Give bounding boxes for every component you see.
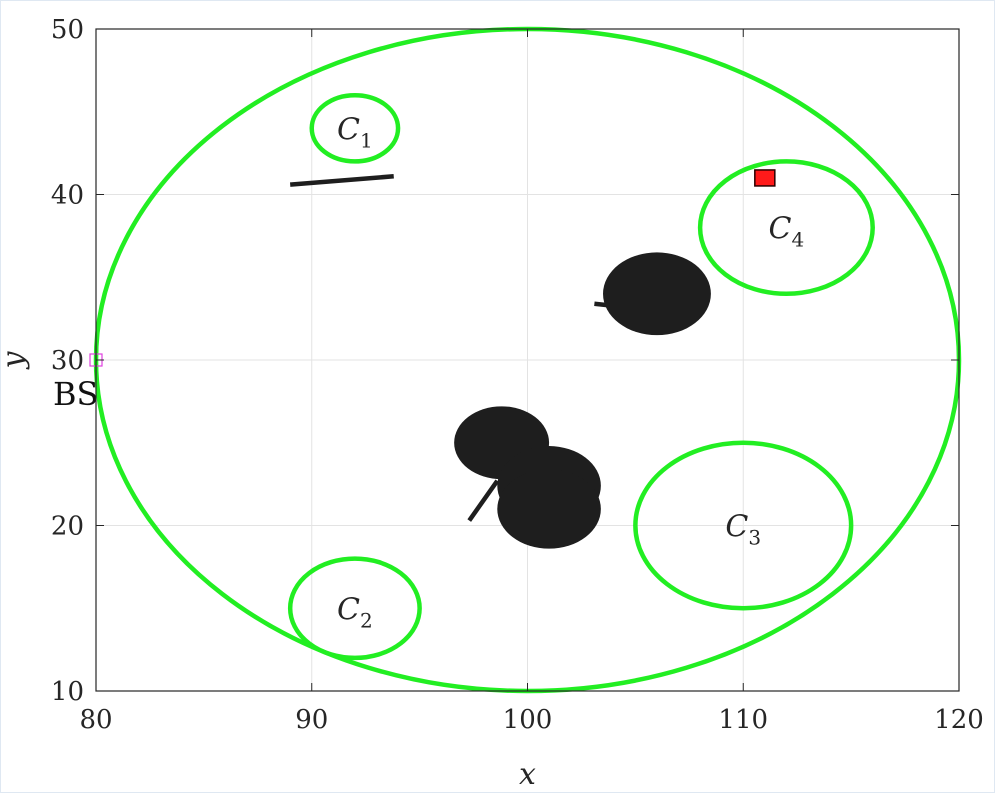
target-marker [754, 169, 776, 187]
cluster-circle [697, 159, 875, 297]
x-tick-label: 110 [718, 705, 768, 735]
cluster-label: C2 [337, 592, 373, 632]
cluster-label-letter: C [769, 212, 792, 247]
cluster-label-subscript: 4 [792, 228, 805, 252]
cluster-label-subscript: 3 [748, 526, 761, 550]
cluster-label: C1 [337, 112, 373, 152]
y-axis-label: y [1, 350, 31, 370]
x-tick-label: 80 [79, 705, 112, 735]
y-tick-label: 30 [51, 346, 84, 376]
cluster-circle [309, 92, 401, 164]
cluster-circle [287, 556, 422, 661]
x-axis-label: x [519, 757, 536, 792]
x-tick-label: 90 [295, 705, 328, 735]
y-tick-label: 10 [51, 677, 84, 707]
cluster-label-subscript: 2 [360, 608, 373, 632]
obstacle [497, 469, 601, 549]
x-tick-label: 100 [503, 705, 553, 735]
y-tick-label: 40 [51, 181, 84, 211]
bs-label: BS [53, 375, 98, 413]
obstacle [603, 252, 711, 336]
wall-segment [594, 301, 610, 308]
cluster-label: C4 [769, 212, 805, 252]
y-tick-label: 50 [51, 15, 84, 45]
x-tick-label: 120 [934, 705, 984, 735]
cluster-label: C3 [725, 510, 761, 550]
cluster-label-subscript: 1 [360, 128, 373, 152]
wall-segment [467, 479, 500, 522]
cluster-label-letter: C [337, 112, 360, 147]
cluster-label-letter: C [337, 592, 360, 627]
cluster-circle [633, 440, 854, 611]
cluster-label-letter: C [725, 510, 748, 545]
wall-segment [289, 174, 394, 187]
y-tick-label: 20 [51, 512, 84, 542]
